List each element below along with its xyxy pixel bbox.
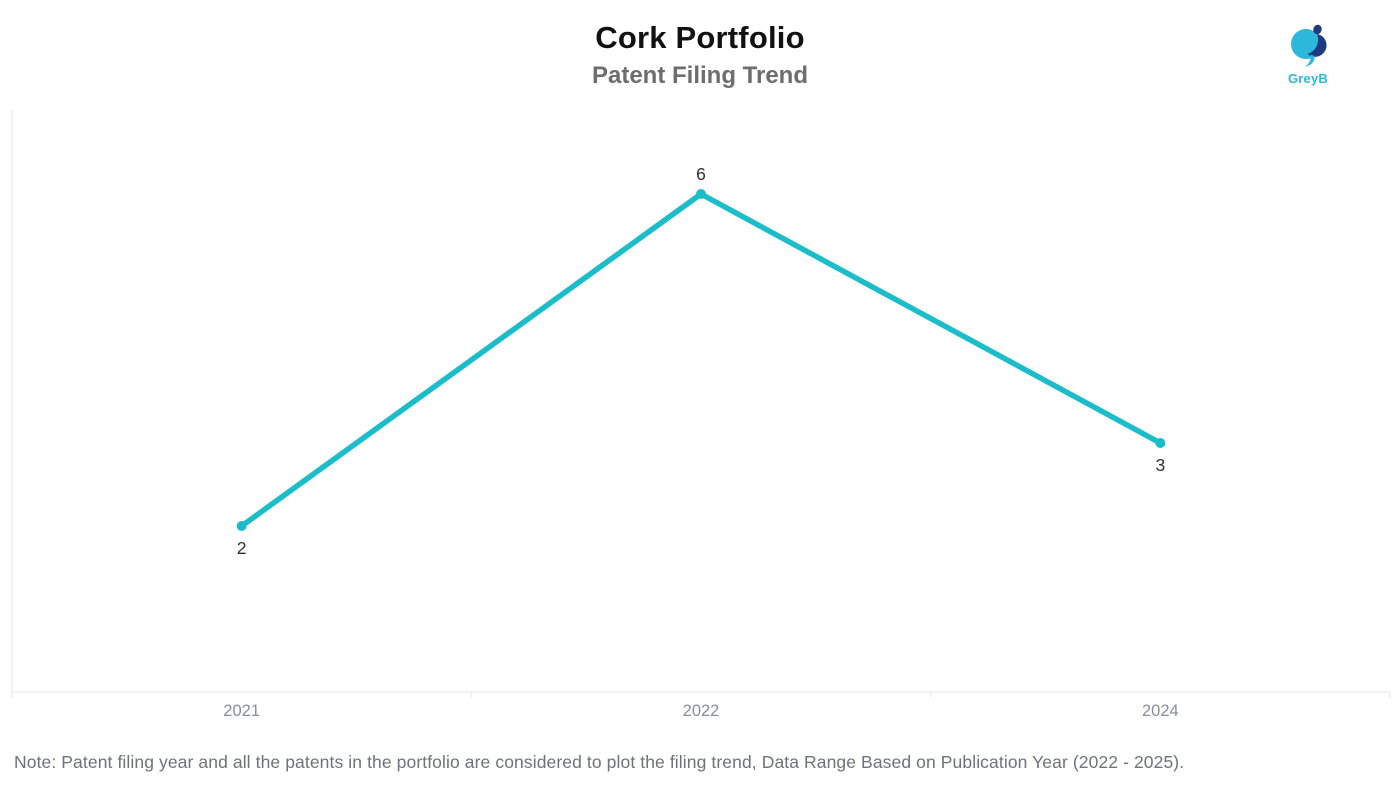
footnote: Note: Patent filing year and all the pat… bbox=[14, 752, 1185, 772]
data-point[interactable] bbox=[1155, 438, 1166, 448]
page-title: Cork Portfolio bbox=[595, 20, 805, 55]
data-point[interactable] bbox=[696, 189, 706, 199]
x-axis-label: 2021 bbox=[223, 702, 260, 720]
greyb-logo: GreyB bbox=[1280, 22, 1336, 86]
x-axis-label: 2024 bbox=[1142, 702, 1179, 720]
greyb-logo-wordmark: GreyB bbox=[1287, 71, 1329, 86]
data-point-label: 3 bbox=[1155, 455, 1165, 475]
page-subtitle: Patent Filing Trend bbox=[591, 62, 808, 89]
chart-header: Cork Portfolio Patent Filing Trend bbox=[0, 0, 1400, 90]
plot-area: 2 2021 6 2022 3 2024 bbox=[0, 108, 1400, 744]
x-axis-label: 2022 bbox=[683, 702, 720, 720]
data-point-label: 2 bbox=[237, 538, 247, 558]
trend-chart: 2 2021 6 2022 3 2024 bbox=[11, 110, 1391, 720]
data-point-label: 6 bbox=[696, 164, 706, 184]
data-point[interactable] bbox=[236, 521, 247, 531]
greyb-logo-icon bbox=[1286, 24, 1330, 72]
trend-line bbox=[238, 191, 1164, 529]
